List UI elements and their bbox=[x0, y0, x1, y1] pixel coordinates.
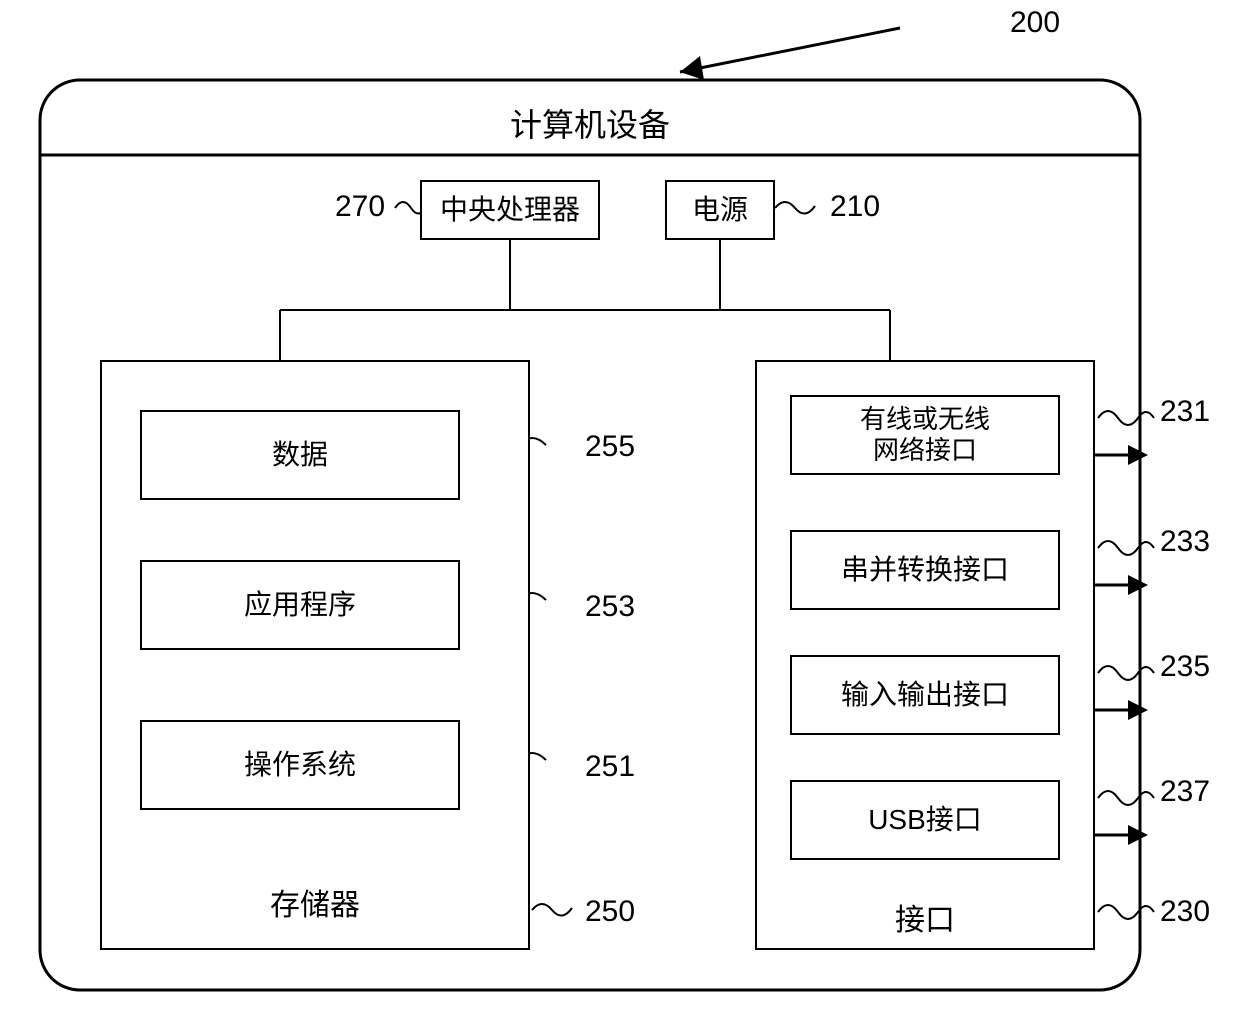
memory-item-label: 应用程序 bbox=[244, 588, 356, 622]
memory-item-os: 操作系统 bbox=[140, 720, 460, 810]
cpu-label: 中央处理器 bbox=[440, 193, 580, 227]
power-box: 电源 bbox=[665, 180, 775, 240]
memory-item-label: 数据 bbox=[272, 438, 328, 472]
memory-item-label: 操作系统 bbox=[244, 748, 356, 782]
interface-item-io: 输入输出接口 bbox=[790, 655, 1060, 735]
ref-251: 251 bbox=[585, 750, 635, 784]
diagram-stage: 200 计算机设备 中央处理器 270 电源 210 数据 255 应用程序 2… bbox=[0, 0, 1239, 1016]
ref-210: 210 bbox=[830, 190, 880, 224]
power-label: 电源 bbox=[692, 193, 748, 227]
interface-item-label: 输入输出接口 bbox=[841, 678, 1009, 712]
memory-item-data: 数据 bbox=[140, 410, 460, 500]
ref-233: 233 bbox=[1160, 525, 1210, 559]
interface-item-label: USB接口 bbox=[868, 803, 982, 837]
ref-250: 250 bbox=[585, 895, 635, 929]
interface-item-usb: USB接口 bbox=[790, 780, 1060, 860]
ref-237: 237 bbox=[1160, 775, 1210, 809]
ref-270: 270 bbox=[335, 190, 385, 224]
interface-item-serial: 串并转换接口 bbox=[790, 530, 1060, 610]
ref-235: 235 bbox=[1160, 650, 1210, 684]
memory-title: 存储器 bbox=[100, 880, 530, 924]
ref-253: 253 bbox=[585, 590, 635, 624]
ref-200: 200 bbox=[1010, 6, 1060, 40]
interface-item-label: 串并转换接口 bbox=[841, 553, 1009, 587]
interface-item-network: 有线或无线 网络接口 bbox=[790, 395, 1060, 475]
memory-item-app: 应用程序 bbox=[140, 560, 460, 650]
outer-title: 计算机设备 bbox=[0, 100, 1180, 146]
ref-230: 230 bbox=[1160, 895, 1210, 929]
interfaces-title: 接口 bbox=[755, 895, 1095, 939]
interface-item-label: 有线或无线 网络接口 bbox=[860, 404, 990, 466]
cpu-box: 中央处理器 bbox=[420, 180, 600, 240]
ref-231: 231 bbox=[1160, 395, 1210, 429]
ref-255: 255 bbox=[585, 430, 635, 464]
